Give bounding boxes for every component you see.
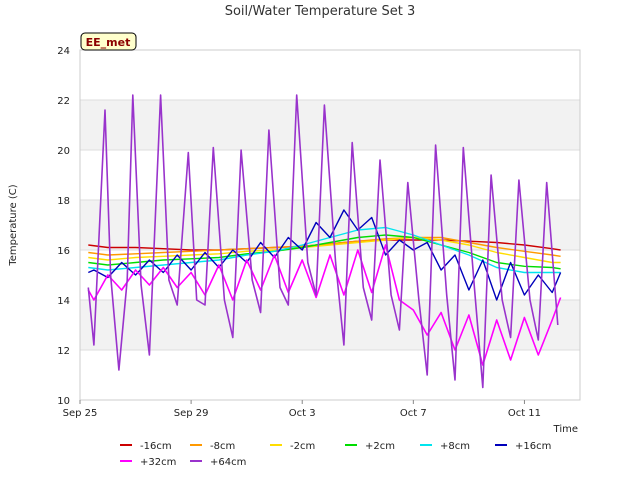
legend-item: +64cm [190,457,246,468]
y-tick-label: 18 [57,196,70,207]
plot-band [80,50,580,100]
legend-item: -16cm [120,441,172,452]
y-tick-label: 14 [57,296,70,307]
legend-item: -2cm [270,441,315,452]
y-tick-label: 10 [57,396,70,407]
station-badge: EE_met [80,32,137,51]
legend-label: +64cm [210,457,246,468]
series-lines [87,94,562,389]
x-tick-label: Oct 3 [289,408,316,419]
station-badge-box [80,32,137,51]
legend-label: +2cm [365,441,395,452]
series-line-32cm [87,244,562,366]
chart-title: Soil/Water Temperature Set 3 [225,4,416,19]
plot-band [80,250,580,300]
legend-item: -8cm [190,441,235,452]
legend-label: -16cm [140,441,172,452]
legend-label: -8cm [210,441,235,452]
legend-label: +32cm [140,457,176,468]
plot-band [80,300,580,350]
legend-label: +16cm [515,441,551,452]
legend: -16cm -8cm -2cm +2cm +8cm +16cm +32cm +64cm [120,441,551,468]
plot-frame [79,49,581,401]
y-axis-ticks: 10 12 14 16 18 20 22 24 [57,46,70,407]
legend-label: -2cm [290,441,315,452]
legend-item: +2cm [345,441,395,452]
legend-label: +8cm [440,441,470,452]
y-tick-label: 24 [57,46,70,57]
x-tick-label: Sep 25 [63,408,98,419]
y-tick-label: 12 [57,346,70,357]
legend-item: +32cm [120,457,176,468]
series-line-8cm [88,236,561,257]
legend-item: +16cm [495,441,551,452]
legend-item: +8cm [420,441,470,452]
plot-band [80,350,580,400]
y-axis-label: Temperature (C) [8,184,19,266]
y-tick-label: 16 [57,246,70,257]
series-line-64cm [87,94,559,389]
x-axis-label: Time [553,424,578,435]
y-tick-label: 20 [57,146,70,157]
x-axis-ticks: Sep 25 Sep 29 Oct 3 Oct 7 Oct 11 [63,400,541,419]
x-tick-label: Sep 29 [174,408,209,419]
y-tick-label: 22 [57,96,70,107]
series-line-2cm [88,234,561,270]
plot-band [80,100,580,150]
series-line-2cm [88,236,561,264]
x-tick-label: Oct 7 [400,408,427,419]
x-tick-label: Oct 11 [508,408,541,419]
station-badge-text: EE_met [86,36,131,49]
